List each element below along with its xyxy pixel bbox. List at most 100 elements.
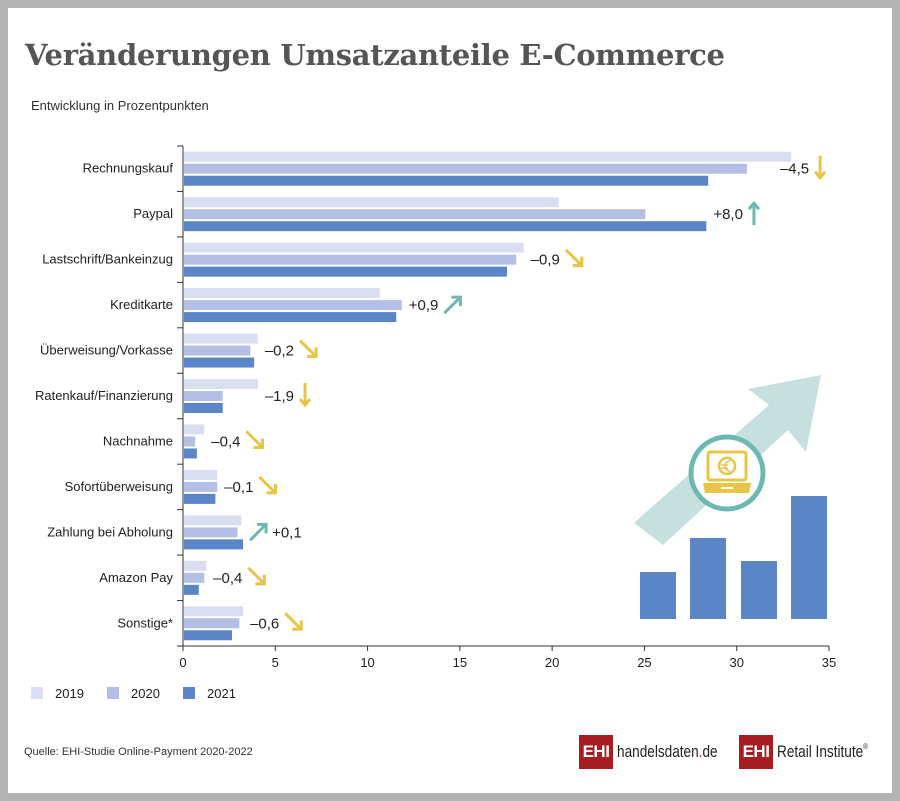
bar-2019 (184, 333, 258, 344)
bar-2020 (184, 254, 517, 265)
bar-2020 (184, 391, 223, 401)
legend-swatch-2020 (107, 687, 119, 699)
logo-dot: . (698, 742, 703, 761)
arrow-down-right-icon (284, 612, 303, 631)
category-label: Nachnahme (103, 433, 173, 448)
arrow-down-icon (298, 383, 312, 408)
bar-2019 (184, 288, 380, 299)
change-label: +0,1 (272, 524, 302, 541)
bar-2019 (184, 379, 258, 389)
category-label: Sofortüberweisung (65, 479, 173, 494)
bar-2019 (184, 424, 205, 435)
x-tick-label: 15 (453, 655, 467, 670)
bar-2020 (184, 300, 402, 311)
logo-text: Retail Institute® (777, 742, 868, 762)
source-note: Quelle: EHI-Studie Online-Payment 2020-2… (24, 746, 253, 758)
arrow-down-right-icon (245, 430, 265, 449)
arrow-down-right-icon (564, 248, 584, 268)
bar-2020 (184, 481, 218, 492)
bar-2019 (184, 151, 792, 162)
category-label: Rechnungskauf (83, 161, 174, 176)
chart-title: Veränderungen Umsatzanteile E-Commerce (25, 38, 725, 72)
bar-2019 (184, 469, 218, 480)
bar-2020 (184, 618, 240, 629)
bar-2021 (184, 175, 709, 186)
legend-swatch-2021 (183, 687, 195, 699)
change-label: –0,9 (531, 252, 560, 269)
bar-2021 (184, 448, 197, 459)
laptop-euro-icon (703, 450, 751, 493)
x-tick-label: 30 (729, 655, 743, 670)
bar-2019 (184, 242, 524, 253)
change-label: –0,6 (250, 615, 279, 632)
category-label: Überweisung/Vorkasse (40, 343, 173, 358)
illustration-bar (640, 572, 676, 619)
illustration-bar (741, 561, 777, 619)
bar-2019 (184, 197, 559, 208)
bar-2021 (184, 493, 216, 504)
category-label: Paypal (133, 206, 173, 221)
bar-2021 (184, 357, 255, 368)
arrow-down-right-icon (298, 339, 318, 359)
bar-2020 (184, 527, 238, 538)
change-label: –0,4 (213, 570, 242, 587)
bar-2020 (184, 209, 646, 220)
bar-2020 (184, 436, 196, 447)
category-label: Ratenkauf/Finanzierung (35, 388, 173, 403)
logo-text: handelsdaten.de (617, 742, 718, 762)
bar-2020 (184, 572, 205, 583)
change-label: –0,2 (265, 343, 294, 360)
legend-swatch-2019 (31, 687, 43, 699)
change-label: –4,5 (780, 161, 809, 178)
category-label: Lastschrift/Bankeinzug (42, 252, 173, 267)
x-tick-label: 25 (637, 655, 651, 670)
category-label: Zahlung bei Abholung (47, 524, 173, 539)
decorative-illustration (634, 375, 827, 619)
ehi-badge: EHI (579, 735, 613, 769)
legend-label-2020: 2020 (131, 686, 160, 701)
x-tick-label: 5 (272, 655, 279, 670)
arrow-down-right-icon (247, 566, 266, 586)
arrow-down-icon (813, 155, 827, 181)
x-tick-label: 20 (545, 655, 559, 670)
bar-2021 (184, 221, 707, 232)
logo-name: handelsdaten (617, 742, 699, 761)
change-label: –1,9 (265, 388, 294, 405)
arrow-down-right-icon (258, 475, 277, 495)
bar-2020 (184, 345, 251, 356)
bar-2021 (184, 403, 223, 413)
x-tick-label: 0 (179, 655, 186, 670)
ehi-retail-institute-logo[interactable]: EHI Retail Institute® (739, 734, 879, 770)
bar-2019 (184, 606, 244, 617)
x-tick-label: 10 (360, 655, 374, 670)
arrow-up-icon (747, 200, 761, 226)
change-label: –0,1 (224, 479, 253, 496)
bar-2021 (184, 266, 507, 277)
category-label: Amazon Pay (99, 570, 173, 585)
legend-label-2021: 2021 (207, 686, 236, 701)
logo-name: Retail Institute (777, 742, 864, 761)
x-tick-label: 35 (822, 655, 836, 670)
illustration-bar (791, 496, 827, 619)
bar-2021 (184, 312, 397, 323)
change-label: –0,4 (211, 433, 240, 450)
bar-2021 (184, 630, 232, 641)
change-label: +0,9 (409, 297, 439, 314)
category-label: Sonstige* (117, 615, 173, 630)
category-label: Kreditkarte (110, 297, 173, 312)
infographic-card (8, 8, 892, 793)
bar-2020 (184, 163, 747, 174)
illustration-bar (690, 538, 726, 619)
ehi-badge: EHI (739, 735, 773, 769)
handelsdaten-logo[interactable]: EHI handelsdaten.de (579, 734, 729, 770)
arrow-up-right-icon (443, 295, 462, 315)
bar-2021 (184, 539, 244, 550)
bar-2019 (184, 515, 242, 526)
bar-2021 (184, 584, 199, 595)
logo-tld: de (702, 742, 718, 761)
arrow-up-right-icon (249, 522, 268, 542)
change-label: +8,0 (713, 206, 743, 223)
chart-subtitle: Entwicklung in Prozentpunkten (31, 98, 209, 113)
legend-label-2019: 2019 (55, 686, 84, 701)
